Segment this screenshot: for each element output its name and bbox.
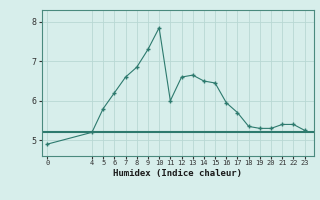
X-axis label: Humidex (Indice chaleur): Humidex (Indice chaleur): [113, 169, 242, 178]
